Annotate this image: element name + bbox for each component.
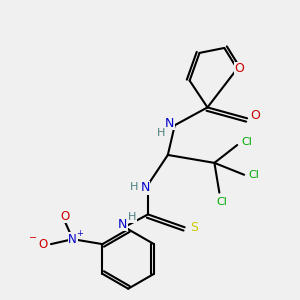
Text: N: N xyxy=(140,181,150,194)
Text: −: − xyxy=(29,233,37,243)
Text: Cl: Cl xyxy=(249,170,260,180)
Text: S: S xyxy=(190,221,199,234)
Text: H: H xyxy=(128,212,136,222)
Text: Cl: Cl xyxy=(242,137,253,147)
Text: O: O xyxy=(234,62,244,75)
Text: N: N xyxy=(68,233,77,246)
Text: H: H xyxy=(130,182,138,192)
Text: +: + xyxy=(76,229,83,238)
Text: N: N xyxy=(118,218,127,231)
Text: Cl: Cl xyxy=(216,196,227,206)
Text: O: O xyxy=(60,210,69,223)
Text: H: H xyxy=(157,128,165,138)
Text: O: O xyxy=(250,109,260,122)
Text: O: O xyxy=(38,238,48,250)
Text: N: N xyxy=(165,117,175,130)
